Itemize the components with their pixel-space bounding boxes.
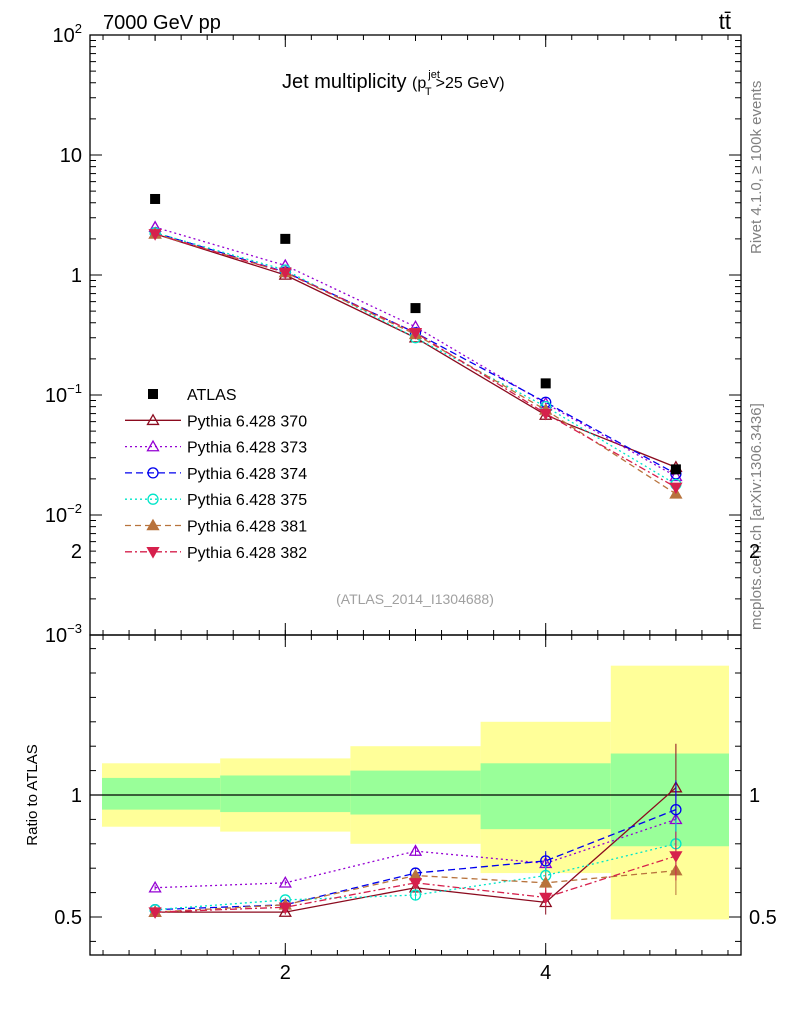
rivet-label: Rivet 4.1.0, ≥ 100k events: [748, 81, 765, 254]
legend-marker-s373: [146, 439, 160, 452]
ratio-marker-s382: [408, 878, 423, 890]
ratio-marker-s381: [539, 876, 553, 888]
ratio-marker-s382: [669, 851, 683, 863]
x-tick-label: 2: [280, 962, 291, 984]
plot-title: Jet multiplicity (p jet T >25 GeV): [282, 69, 505, 98]
ratio-y-tick-label-left: 1: [71, 785, 82, 807]
main-series-layer: [148, 193, 683, 499]
ratio-band-inner: [220, 775, 351, 813]
ratio-band-inner: [610, 753, 729, 847]
main-marker-s382: [669, 482, 683, 495]
legend-label-atlas: ATLAS: [187, 387, 237, 404]
y-tick-label: 10−2: [45, 501, 82, 527]
ratio-marker-s375: [409, 889, 422, 901]
main-data-point: [150, 193, 161, 204]
legend-label-s373: Pythia 6.428 373: [187, 440, 307, 457]
ratio-y-tick-label-right: 2: [749, 541, 760, 563]
ratio-ylabel: Ratio to ATLAS: [24, 744, 41, 845]
main-panel: 10−3 10−2 10−1 1 10 102: [45, 21, 742, 647]
main-line-s375: [154, 232, 677, 485]
ratio-band-inner: [350, 770, 481, 815]
main-data-point: [410, 303, 421, 314]
ratio-series-layer: [148, 743, 683, 919]
ratio-line-s373: [155, 818, 677, 889]
ratio-marker-s370: [278, 905, 292, 917]
ratio-marker-s382: [539, 892, 553, 905]
main-marker-s382: [539, 408, 553, 421]
ratio-y-tick-label-right: 1: [749, 785, 760, 807]
ratio-marker-s382: [148, 907, 162, 919]
legend-marker-s370: [146, 413, 160, 426]
y-tick-label: 1: [71, 265, 82, 287]
y-tick-label: 10−1: [45, 381, 82, 407]
legend-marker-atlas: [148, 389, 158, 399]
legend-marker-s375: [147, 493, 159, 505]
ratio-y-tick-label-right: 0.5: [749, 907, 777, 929]
ratio-y-tick-label-left: 0.5: [54, 907, 82, 929]
energy-label: 7000 GeV pp: [103, 12, 221, 34]
y-tick-label: 102: [53, 21, 82, 47]
ratio-y-tick-label-left: 2: [71, 541, 82, 563]
process-label: tt̄: [719, 9, 731, 34]
x-tick-label: 4: [540, 962, 551, 984]
legend-label-s375: Pythia 6.428 375: [187, 492, 307, 509]
legend-marker-s381: [146, 518, 160, 531]
main-line-s382: [154, 233, 677, 488]
legend-label-s370: Pythia 6.428 370: [187, 413, 307, 430]
legend: ATLAS Pythia 6.428 370 Pythia 6.428 373 Pyt…: [125, 387, 307, 562]
legend-marker-s374: [147, 467, 159, 479]
main-data-point: [540, 378, 551, 389]
main-data-point: [670, 464, 681, 475]
ratio-ticks: 0.5 0.5 1 1 2 2 2 4: [54, 541, 777, 984]
ratio-marker-s374: [670, 803, 682, 816]
y-tick-label: 10: [60, 145, 82, 167]
ratio-band-inner: [102, 777, 221, 810]
legend-label-s374: Pythia 6.428 374: [187, 466, 307, 483]
y-tick-label: 10−3: [45, 621, 82, 647]
analysis-id: (ATLAS_2014_I1304688): [336, 591, 494, 607]
ratio-line-s382: [155, 855, 677, 913]
ratio-band-inner: [480, 763, 611, 830]
ratio-panel: 0.5 0.5 1 1 2 2 2 4: [54, 541, 777, 984]
main-ticks: 10−3 10−2 10−1 1 10 102: [45, 21, 741, 647]
main-data-point: [280, 233, 291, 244]
main-marker-s382: [148, 229, 162, 241]
mcplots-label: mcplots.cern.ch [arXiv:1306.3436]: [748, 403, 765, 630]
legend-label-s381: Pythia 6.428 381: [187, 519, 307, 536]
ratio-marker-s373: [278, 876, 292, 888]
ratio-marker-s382: [278, 902, 292, 915]
ratio-marker-s373: [148, 880, 162, 893]
main-marker-s373: [669, 469, 683, 482]
legend-marker-s382: [146, 547, 160, 559]
main-marker-s382: [278, 267, 292, 280]
main-line-s373: [154, 226, 677, 477]
ratio-marker-s373: [408, 844, 423, 856]
legend-label-s382: Pythia 6.428 382: [187, 545, 307, 562]
main-marker-s382: [408, 328, 423, 340]
